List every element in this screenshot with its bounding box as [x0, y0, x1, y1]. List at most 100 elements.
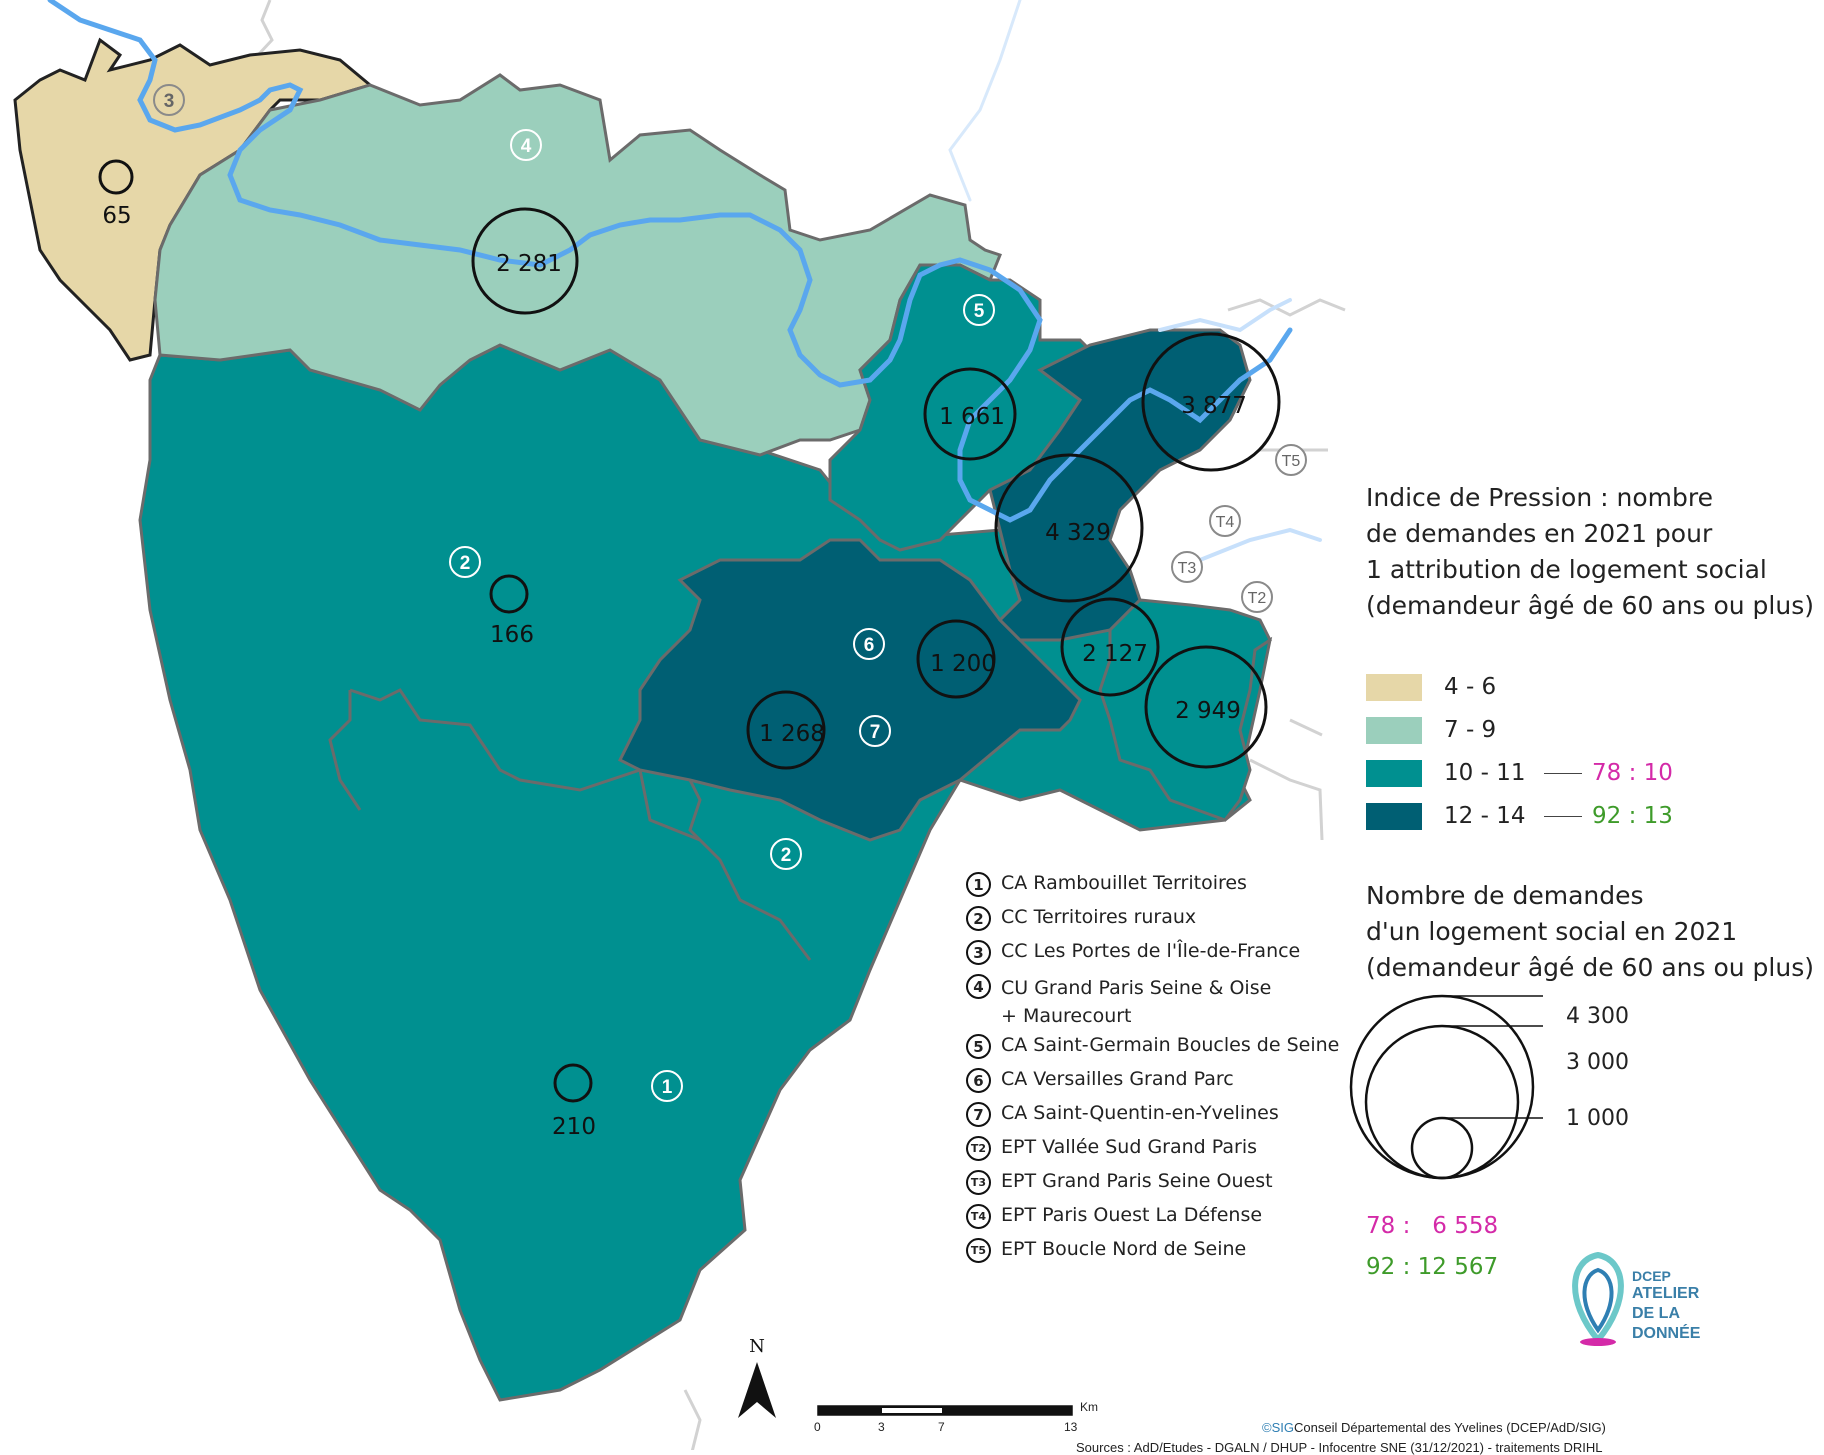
logo-line-4: DONNÉE: [1632, 1325, 1701, 1342]
list-label: EPT Vallée Sud Grand Paris: [1001, 1136, 1258, 1158]
territory-3-area: [13, 37, 374, 362]
comparison-78: 78 : 10: [1592, 760, 1673, 786]
dept-78-total: 78 : 6 558: [1366, 1213, 1499, 1239]
count-4329: 4 329: [1045, 520, 1111, 546]
list-item-2: 2 CC Territoires ruraux: [966, 906, 1196, 931]
list-item-7: 7 CA Saint-Quentin-en-Yvelines: [966, 1102, 1279, 1127]
count-65: 65: [102, 203, 131, 229]
north-label: N: [749, 1336, 765, 1357]
list-badge: 2: [966, 906, 991, 931]
list-item-T4: T4 EPT Paris Ouest La Défense: [966, 1204, 1262, 1229]
swatch-4-6: [1366, 673, 1422, 701]
count-166: 166: [490, 622, 534, 648]
circle-2281: [471, 207, 579, 315]
list-label: CA Saint-Quentin-en-Yvelines: [1001, 1102, 1279, 1124]
badge-T4: T4: [1216, 514, 1235, 531]
circle-65: [98, 159, 134, 195]
seine-river: [47, 0, 1322, 562]
count-labels: 65 2 281 1 6 6 1 3 877 4 329 166 1 200 1 2…: [102, 203, 1247, 1140]
size-ref-4300: 4 300: [1566, 1004, 1629, 1029]
badge-6: 6: [864, 635, 875, 656]
list-label: CC Les Portes de l'Île-de-France: [1001, 940, 1301, 962]
list-badge: 3: [966, 940, 991, 965]
list-badge: 1: [966, 872, 991, 897]
badge-T3: T3: [1178, 560, 1197, 577]
list-item-T3: T3 EPT Grand Paris Seine Ouest: [966, 1170, 1273, 1195]
credit-text: Conseil Départemental des Yvelines (DCEP…: [1293, 1420, 1606, 1435]
list-badge: 6: [966, 1068, 991, 1093]
list-item-5: 5 CA Saint-Germain Boucles de Seine: [966, 1034, 1339, 1059]
logo-line-2: ATELIER: [1632, 1285, 1700, 1302]
internal-boundaries: [328, 688, 812, 961]
pressure-class-7-9: 7 - 9: [1366, 715, 1544, 745]
comparison-dash: [1544, 815, 1582, 817]
count-3877: 3 877: [1181, 393, 1247, 419]
count-210: 210: [552, 1114, 596, 1140]
scale-tick-0: 0: [814, 1420, 821, 1434]
swatch-10-11: [1366, 759, 1422, 787]
north-arrow: N: [738, 1336, 776, 1418]
count-1268: 1 268: [759, 721, 825, 747]
class-label: 7 - 9: [1444, 717, 1497, 743]
credit-line: ©SIGConseil Départemental des Yvelines (…: [1262, 1420, 1606, 1435]
scale-unit: Km: [1080, 1400, 1098, 1414]
circle-3877: [1141, 332, 1281, 472]
count-1200: 1 200: [930, 651, 996, 677]
list-badge: 4: [966, 974, 991, 999]
logo-line-1: DCEP: [1632, 1268, 1671, 1284]
list-label: CA Saint-Germain Boucles de Seine: [1001, 1034, 1340, 1056]
count-2281: 2 281: [496, 251, 562, 277]
circle-1661: [923, 367, 1017, 461]
list-item-3: 3 CC Les Portes de l'Île-de-France: [966, 940, 1300, 965]
swatch-12-14: [1366, 802, 1422, 830]
badge-3: 3: [164, 91, 175, 112]
atelier-logo-mark: [1572, 1251, 1624, 1346]
list-item-1: 1 CA Rambouillet Territoires: [966, 872, 1247, 897]
class-label: 10 - 11: [1444, 760, 1526, 786]
credit-prefix: ©SIG: [1262, 1420, 1294, 1435]
pressure-legend-title: Indice de Pression : nombre de demandes …: [1366, 483, 1814, 620]
list-label: EPT Paris Ouest La Défense: [1001, 1204, 1263, 1226]
circle-4329: [994, 453, 1144, 603]
swatch-7-9: [1366, 716, 1422, 744]
list-item-T5: T5 EPT Boucle Nord de Seine: [966, 1238, 1246, 1263]
badge-T5: T5: [1282, 453, 1301, 470]
badge-2-north: 2: [460, 553, 471, 574]
comparison-dash: [1544, 772, 1582, 774]
logo-line-3: DE LA: [1632, 1305, 1680, 1322]
circle-210: [553, 1063, 593, 1103]
list-badge: 5: [966, 1034, 991, 1059]
list-badge: T4: [966, 1204, 991, 1229]
badge-2-south: 2: [781, 845, 792, 866]
list-badge: T5: [966, 1238, 991, 1263]
ept-badges: T5 T4 T3 T2: [1171, 444, 1307, 613]
list-item-T2: T2 EPT Vallée Sud Grand Paris: [966, 1136, 1257, 1161]
size-ref-1000: 1 000: [1566, 1106, 1629, 1131]
list-label: EPT Boucle Nord de Seine: [1001, 1238, 1247, 1260]
sources-line: Sources : AdD/Etudes - DGALN / DHUP - In…: [1076, 1440, 1603, 1455]
size-legend-title: Nombre de demandes d'un logement social …: [1366, 881, 1814, 982]
circle-2127: [1060, 597, 1160, 697]
scale-tick-3: 3: [878, 1420, 885, 1434]
badge-7: 7: [870, 722, 881, 743]
list-label: EPT Grand Paris Seine Ouest: [1001, 1170, 1273, 1192]
badge-5: 5: [974, 301, 985, 322]
list-label: CA Versailles Grand Parc: [1001, 1068, 1234, 1090]
proportional-circles: [98, 159, 1281, 1103]
list-badge: T2: [966, 1136, 991, 1161]
size-legend-circles: [1349, 994, 1543, 1180]
class-label: 12 - 14: [1444, 803, 1526, 829]
pressure-class-10-11: 10 - 11 78 : 10: [1366, 758, 1673, 788]
list-item-6: 6 CA Versailles Grand Parc: [966, 1068, 1234, 1093]
circle-2949: [1144, 645, 1268, 769]
circle-1268: [746, 690, 826, 770]
pressure-class-12-14: 12 - 14 92 : 13: [1366, 801, 1673, 831]
scale-tick-13: 13: [1064, 1420, 1078, 1434]
badge-T2: T2: [1248, 590, 1267, 607]
scale-tick-7: 7: [938, 1420, 945, 1434]
badge-4: 4: [521, 136, 532, 157]
badge-1: 1: [662, 1077, 673, 1098]
class-label: 4 - 6: [1444, 674, 1497, 700]
